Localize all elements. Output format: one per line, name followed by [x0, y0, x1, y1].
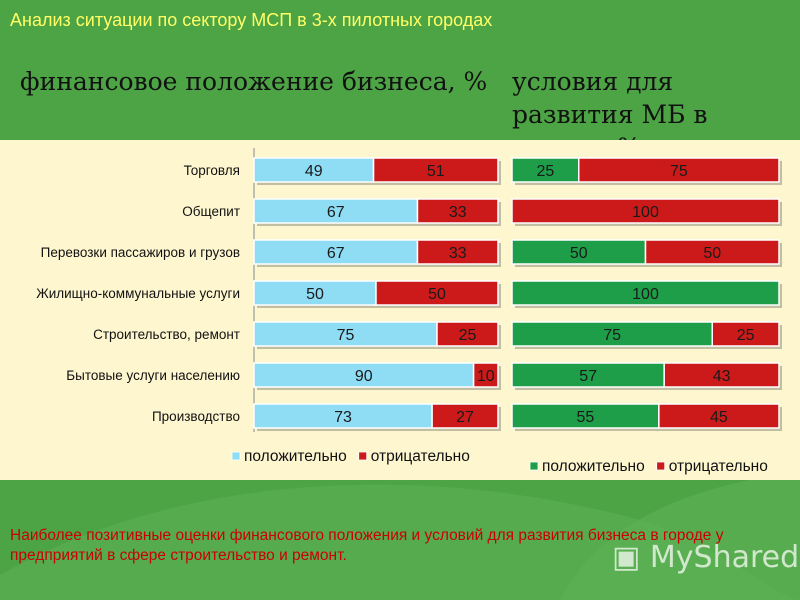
data-label: 57 — [579, 368, 597, 385]
data-label: 27 — [456, 409, 474, 426]
bar-segment — [511, 362, 665, 388]
legend-swatch — [358, 451, 368, 461]
bar-segment — [511, 280, 780, 306]
data-label: 45 — [710, 409, 728, 426]
legend-label: положительно — [542, 458, 645, 475]
bar-segment — [578, 157, 780, 183]
footer-text: Наиболее позитивные оценки финансового п… — [10, 527, 724, 564]
bar-segment — [253, 157, 375, 183]
data-label: 55 — [577, 409, 595, 426]
category-label: Производство — [152, 409, 240, 424]
bar-segment — [711, 321, 780, 347]
legend-label: положительно — [244, 448, 347, 465]
stacked-bar-charts: Торговля 49 51 Общепит 67 33 Перевозки пассажи… — [36, 148, 782, 475]
data-label: 50 — [570, 245, 588, 262]
legend-swatch — [231, 451, 241, 461]
bar-segment — [416, 198, 499, 224]
data-label: 10 — [477, 368, 495, 385]
bar-segment — [253, 280, 377, 306]
category-label: Перевозки пассажиров и грузов — [41, 245, 240, 260]
bar-segment — [511, 403, 660, 429]
bar-segment — [511, 321, 713, 347]
category-label: Жилищно-коммунальные услуги — [36, 286, 240, 301]
watermark-logo: ▣ MyShared — [612, 540, 800, 575]
bar-segment — [511, 239, 647, 265]
data-label: 75 — [670, 163, 688, 180]
data-label: 51 — [427, 163, 445, 180]
data-label: 90 — [355, 368, 373, 385]
data-label: 43 — [713, 368, 731, 385]
legend-label: отрицательно — [669, 458, 768, 475]
data-label: 50 — [703, 245, 721, 262]
bar-segment — [372, 157, 499, 183]
data-label: 67 — [327, 245, 345, 262]
header-background — [0, 0, 800, 140]
watermark-text: MyShared — [649, 540, 800, 575]
data-label: 75 — [337, 327, 355, 344]
data-label: 49 — [305, 163, 323, 180]
bar-segment — [253, 362, 475, 388]
category-label: Строительство, ремонт — [93, 327, 240, 342]
bar-segment — [644, 239, 780, 265]
data-label: 33 — [449, 204, 467, 221]
data-label: 100 — [632, 204, 659, 221]
legend-label: отрицательно — [371, 448, 470, 465]
bar-segment — [375, 280, 499, 306]
bar-segment — [472, 362, 499, 388]
bar-segment — [253, 198, 419, 224]
data-label: 67 — [327, 204, 345, 221]
data-label: 25 — [737, 327, 755, 344]
data-label: 75 — [603, 327, 621, 344]
category-label: Бытовые услуги населению — [66, 368, 240, 383]
bar-segment — [511, 157, 580, 183]
data-label: 33 — [449, 245, 467, 262]
legend-swatch — [529, 461, 539, 471]
category-label: Торговля — [184, 163, 240, 178]
data-label: 50 — [428, 286, 446, 303]
bar-segment — [416, 239, 499, 265]
data-label: 73 — [334, 409, 352, 426]
chart-heading-financial: финансовое положение бизнеса, % — [20, 67, 488, 96]
bar-segment — [658, 403, 780, 429]
bar-segment — [436, 321, 499, 347]
bar-segment — [511, 198, 780, 224]
chart-panel: Торговля 49 51 Общепит 67 33 Перевозки пассажи… — [0, 140, 800, 480]
bar-segment — [663, 362, 780, 388]
category-label: Общепит — [182, 204, 240, 219]
data-label: 25 — [459, 327, 477, 344]
data-label: 25 — [536, 163, 554, 180]
slide-title: Анализ ситуации по сектору МСП в 3-х пил… — [10, 10, 493, 30]
bar-segment — [253, 239, 419, 265]
legend-swatch — [656, 461, 666, 471]
data-label: 50 — [306, 286, 324, 303]
bar-segment — [431, 403, 499, 429]
data-label: 100 — [632, 286, 659, 303]
